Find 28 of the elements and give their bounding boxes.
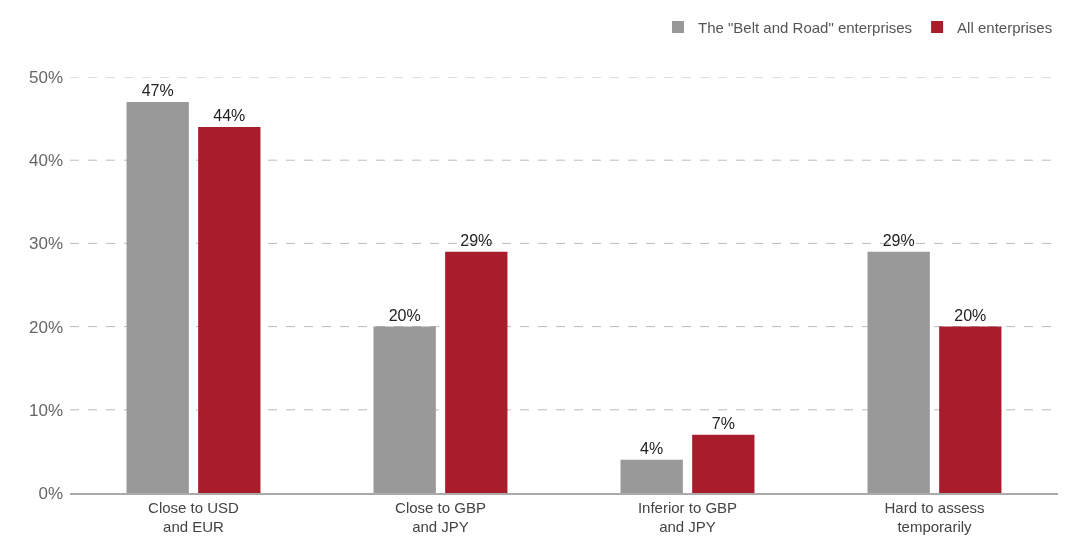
x-tick-label: Close to GBP and JPY bbox=[395, 498, 486, 536]
data-label: 44% bbox=[213, 106, 246, 124]
bar bbox=[620, 459, 683, 493]
bar bbox=[692, 434, 755, 493]
data-label: 47% bbox=[141, 81, 174, 99]
bar bbox=[198, 126, 261, 493]
y-tick-label: 30% bbox=[28, 234, 63, 254]
x-tick-label: Close to USD and EUR bbox=[148, 498, 240, 536]
data-label: 29% bbox=[882, 231, 915, 249]
bar bbox=[867, 251, 930, 493]
y-tick-label: 10% bbox=[28, 400, 63, 420]
data-label: 20% bbox=[388, 306, 421, 324]
bar bbox=[373, 326, 436, 493]
bar bbox=[126, 101, 189, 493]
bar bbox=[445, 251, 508, 493]
data-label: 29% bbox=[460, 231, 493, 249]
x-tick-label: Hard to assess temporarily bbox=[884, 498, 985, 536]
y-tick-label: 40% bbox=[28, 151, 63, 171]
y-tick-label: 20% bbox=[28, 317, 63, 337]
bar bbox=[939, 326, 1002, 493]
y-tick-label: 50% bbox=[28, 67, 63, 87]
data-label: 7% bbox=[711, 414, 735, 432]
data-label: 4% bbox=[640, 439, 664, 457]
y-tick-label: 0% bbox=[38, 483, 63, 503]
data-label: 20% bbox=[954, 306, 987, 324]
legend-label: All enterprises bbox=[957, 18, 1053, 36]
legend-label: The "Belt and Road" enterprises bbox=[698, 18, 913, 36]
x-tick-label: Inferior to GBP and JPY bbox=[637, 498, 738, 536]
